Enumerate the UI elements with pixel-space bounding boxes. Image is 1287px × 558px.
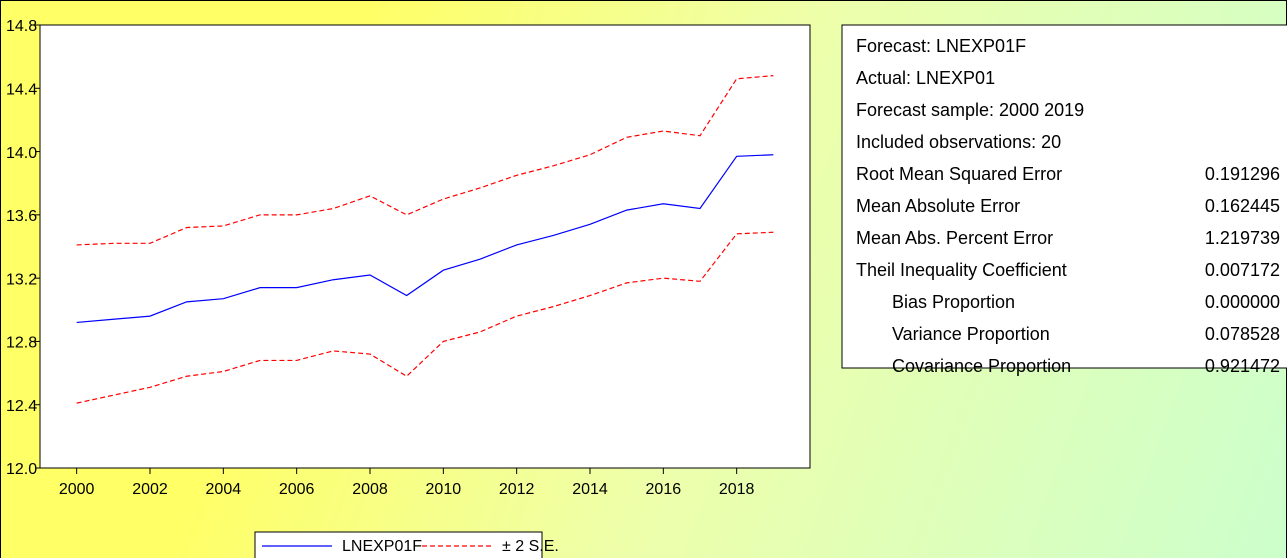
stats-value: 0.921472: [1205, 356, 1280, 376]
series-line: [76, 231, 774, 404]
y-tick-label: 14.4: [6, 82, 37, 99]
stats-label: Covariance Proportion: [892, 356, 1071, 376]
x-tick-label: 2012: [499, 481, 535, 498]
y-tick-label: 12.4: [6, 398, 37, 415]
stats-box: [841, 24, 1287, 369]
x-tick-label: 2000: [59, 481, 95, 498]
x-tick-label: 2018: [719, 481, 755, 498]
stats-value: 0.162445: [1205, 196, 1280, 216]
stats-label: Theil Inequality Coefficient: [856, 260, 1067, 280]
legend-label: ± 2 S.E.: [502, 538, 559, 555]
stats-value: 1.219739: [1205, 228, 1280, 248]
stats-line: Forecast: LNEXP01F: [856, 36, 1026, 56]
stats-value: 0.000000: [1205, 292, 1280, 312]
series-line: [76, 154, 774, 324]
stats-value: 0.078528: [1205, 324, 1280, 344]
y-tick-label: 14.8: [6, 18, 37, 35]
stats-line: Actual: LNEXP01: [856, 68, 995, 88]
stats-value: 0.007172: [1205, 260, 1280, 280]
stats-label: Mean Absolute Error: [856, 196, 1020, 216]
series-line: [76, 75, 774, 246]
stats-value: 0.191296: [1205, 164, 1280, 184]
plot-area: [39, 24, 811, 469]
legend-label: LNEXP01F: [342, 538, 422, 555]
x-tick-label: 2004: [206, 481, 242, 498]
x-tick-label: 2016: [646, 481, 682, 498]
y-tick-label: 12.8: [6, 335, 37, 352]
x-tick-label: 2010: [426, 481, 462, 498]
x-tick-label: 2002: [132, 481, 168, 498]
x-tick-label: 2008: [352, 481, 388, 498]
stats-label: Root Mean Squared Error: [856, 164, 1062, 184]
x-tick-label: 2014: [572, 481, 608, 498]
stats-label: Mean Abs. Percent Error: [856, 228, 1053, 248]
x-tick-label: 2006: [279, 481, 315, 498]
stats-label: Bias Proportion: [892, 292, 1015, 312]
y-tick-label: 13.2: [6, 271, 37, 288]
y-tick-label: 12.0: [6, 461, 37, 478]
legend-box: [254, 531, 543, 558]
stats-line: Forecast sample: 2000 2019: [856, 100, 1084, 120]
y-tick-label: 13.6: [6, 208, 37, 225]
stats-label: Variance Proportion: [892, 324, 1050, 344]
y-tick-label: 14.0: [6, 145, 37, 162]
stats-line: Included observations: 20: [856, 132, 1061, 152]
